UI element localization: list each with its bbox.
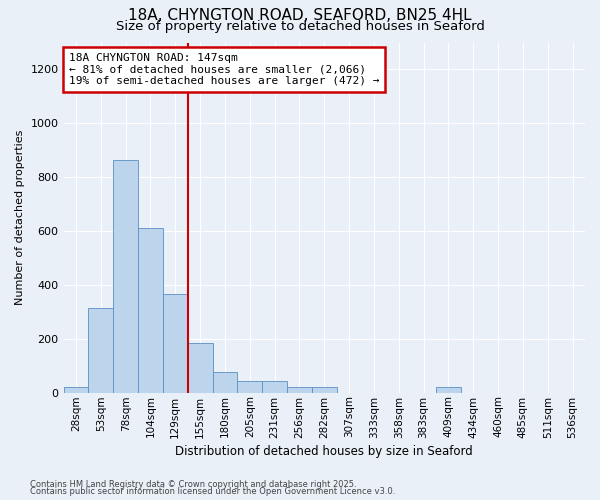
Bar bbox=[212, 372, 238, 392]
Bar bbox=[163, 294, 188, 392]
Text: 18A, CHYNGTON ROAD, SEAFORD, BN25 4HL: 18A, CHYNGTON ROAD, SEAFORD, BN25 4HL bbox=[128, 8, 472, 22]
Text: Contains HM Land Registry data © Crown copyright and database right 2025.: Contains HM Land Registry data © Crown c… bbox=[30, 480, 356, 489]
Bar bbox=[262, 380, 287, 392]
Bar bbox=[88, 308, 113, 392]
Bar bbox=[188, 343, 212, 392]
Bar bbox=[138, 228, 163, 392]
Bar bbox=[312, 388, 337, 392]
Y-axis label: Number of detached properties: Number of detached properties bbox=[15, 130, 25, 306]
Bar bbox=[436, 388, 461, 392]
Bar bbox=[64, 388, 88, 392]
Bar bbox=[113, 160, 138, 392]
X-axis label: Distribution of detached houses by size in Seaford: Distribution of detached houses by size … bbox=[175, 444, 473, 458]
Text: 18A CHYNGTON ROAD: 147sqm
← 81% of detached houses are smaller (2,066)
19% of se: 18A CHYNGTON ROAD: 147sqm ← 81% of detac… bbox=[69, 53, 379, 86]
Text: Contains public sector information licensed under the Open Government Licence v3: Contains public sector information licen… bbox=[30, 487, 395, 496]
Bar bbox=[238, 380, 262, 392]
Text: Size of property relative to detached houses in Seaford: Size of property relative to detached ho… bbox=[116, 20, 484, 33]
Bar bbox=[287, 388, 312, 392]
